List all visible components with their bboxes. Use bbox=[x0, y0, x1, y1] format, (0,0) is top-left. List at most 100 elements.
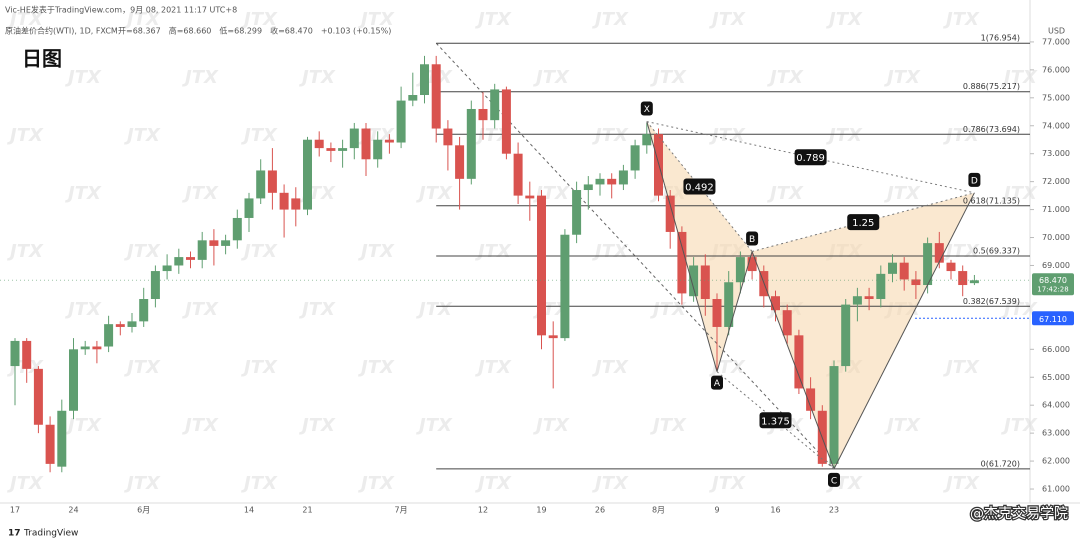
ratio-label: 1.25 bbox=[852, 218, 874, 229]
x-tick-label: 9 bbox=[714, 506, 719, 515]
watermark: JTX bbox=[299, 67, 336, 88]
watermark: JTX bbox=[475, 357, 512, 378]
credit: @杰克交易学院 bbox=[970, 505, 1068, 522]
watermark: JTX bbox=[592, 125, 629, 146]
ratio-line bbox=[646, 121, 975, 194]
watermark: JTX bbox=[7, 125, 44, 146]
watermark: JTX bbox=[943, 357, 980, 378]
quote-item: 开=68.367 bbox=[118, 27, 161, 36]
point-label: X bbox=[644, 105, 650, 115]
watermark: JTX bbox=[1001, 183, 1038, 204]
pattern-leg bbox=[716, 251, 753, 372]
ratio-box bbox=[847, 214, 880, 231]
watermark: JTX bbox=[943, 9, 980, 30]
candle-body bbox=[279, 192, 289, 210]
ratio-label: 0.789 bbox=[796, 153, 825, 164]
last-price-box bbox=[1032, 273, 1074, 296]
y-tick-label: 72.000 bbox=[1042, 177, 1070, 186]
logo-icon: 17 bbox=[8, 529, 21, 539]
candle-body bbox=[794, 335, 804, 389]
point-box bbox=[828, 472, 840, 487]
candle-body bbox=[22, 340, 32, 369]
candle-body bbox=[969, 280, 979, 284]
watermark: JTX bbox=[592, 241, 629, 262]
watermark: JTX bbox=[241, 473, 278, 494]
point-label: B bbox=[749, 235, 755, 245]
countdown: 17:42:28 bbox=[1037, 285, 1068, 293]
candle-body bbox=[232, 217, 242, 241]
point-box bbox=[711, 375, 723, 390]
candle-body bbox=[537, 195, 546, 336]
candle-body bbox=[396, 100, 406, 143]
watermark: JTX bbox=[416, 299, 453, 320]
watermark: JTX bbox=[241, 357, 278, 378]
watermark: JTX bbox=[533, 415, 570, 436]
x-tick-label: 8月 bbox=[652, 506, 665, 515]
y-tick-label: 65.000 bbox=[1042, 373, 1070, 382]
y-tick-label: 70.000 bbox=[1042, 233, 1070, 242]
fib-label: 0.886(75.217) bbox=[963, 82, 1020, 91]
point-label: C bbox=[831, 476, 837, 486]
watermark: JTX bbox=[943, 241, 980, 262]
candle-body bbox=[852, 296, 862, 305]
point-label: D bbox=[971, 176, 978, 186]
watermark: JTX bbox=[241, 125, 278, 146]
y-tick-label: 74.000 bbox=[1042, 121, 1070, 130]
candle-body bbox=[841, 304, 851, 367]
candle-body bbox=[876, 273, 886, 300]
candle-body bbox=[700, 265, 710, 300]
candle-body bbox=[618, 170, 628, 185]
watermark: JTX bbox=[358, 9, 395, 30]
candle-body bbox=[607, 178, 617, 185]
candle-body bbox=[888, 262, 897, 274]
y-tick-label: 77.000 bbox=[1042, 37, 1070, 46]
candle-body bbox=[771, 296, 780, 311]
candle-body bbox=[80, 346, 90, 350]
candle-body bbox=[560, 234, 570, 339]
watermark: JTX bbox=[475, 9, 512, 30]
watermark: JTX bbox=[124, 241, 161, 262]
x-tick-label: 17 bbox=[10, 506, 20, 515]
candle-body bbox=[209, 240, 219, 246]
candle-body bbox=[443, 128, 453, 146]
watermark: JTX bbox=[1001, 299, 1038, 320]
watermark: JTX bbox=[709, 9, 746, 30]
point-box bbox=[968, 172, 981, 187]
x-tick-label: 16 bbox=[770, 506, 780, 515]
fib-label: 0.618(71.135) bbox=[963, 196, 1020, 205]
candle-body bbox=[314, 139, 324, 149]
watermark: JTX bbox=[1001, 67, 1038, 88]
candle-body bbox=[630, 145, 640, 171]
candle-body bbox=[174, 257, 184, 266]
candle-body bbox=[338, 148, 348, 151]
watermark: JTX bbox=[299, 415, 336, 436]
watermark: JTX bbox=[7, 473, 44, 494]
watermark: JTX bbox=[65, 183, 102, 204]
candle-body bbox=[408, 95, 418, 101]
candle-body bbox=[162, 265, 172, 272]
candle-body bbox=[806, 388, 816, 411]
candle-body bbox=[291, 198, 301, 210]
watermark: JTX bbox=[358, 241, 395, 262]
candle-body bbox=[689, 265, 699, 297]
watermark: JTX bbox=[299, 299, 336, 320]
candle-body bbox=[57, 410, 67, 467]
watermark: JTX bbox=[650, 415, 687, 436]
x-tick-label: 21 bbox=[302, 506, 312, 515]
watermark: JTX bbox=[182, 67, 219, 88]
candle-body bbox=[923, 243, 933, 286]
watermark: JTX bbox=[943, 125, 980, 146]
last-price-label: 68.470 bbox=[1039, 276, 1067, 285]
watermark: JTX bbox=[65, 299, 102, 320]
candle-body bbox=[127, 321, 137, 327]
quote-item: 低=68.299 bbox=[219, 26, 262, 36]
y-tick-label: 75.000 bbox=[1042, 93, 1070, 102]
candle-body bbox=[420, 64, 429, 96]
logo: TradingView bbox=[23, 529, 78, 539]
watermark: JTX bbox=[592, 357, 629, 378]
candle-body bbox=[583, 184, 593, 191]
fib-label: 0(61.720) bbox=[981, 459, 1020, 468]
watermark: JTX bbox=[1001, 415, 1038, 436]
ratio-label: 0.492 bbox=[685, 183, 714, 194]
candle-body bbox=[197, 240, 207, 260]
